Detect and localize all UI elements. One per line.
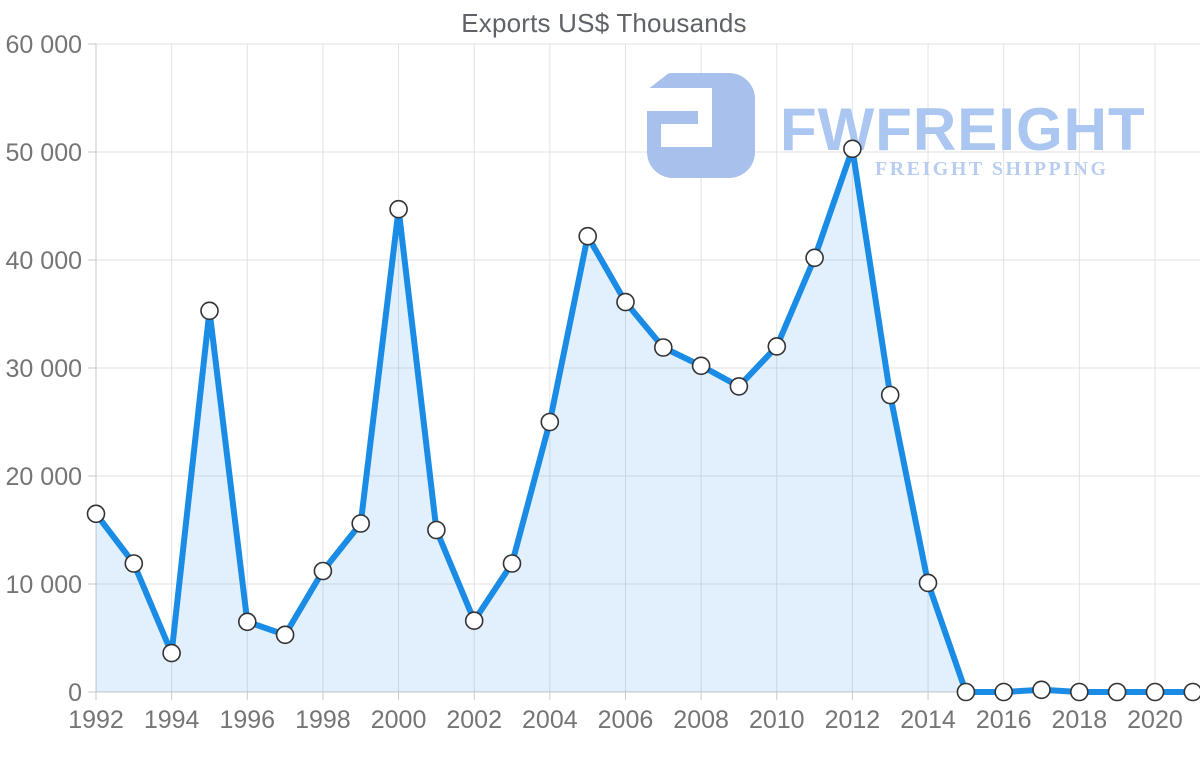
data-point-2019[interactable] bbox=[1109, 684, 1126, 701]
data-point-2006[interactable] bbox=[617, 294, 634, 311]
data-point-1992[interactable] bbox=[88, 505, 105, 522]
data-point-2021[interactable] bbox=[1184, 684, 1200, 701]
data-point-2009[interactable] bbox=[730, 378, 747, 395]
chart-container: 010 00020 00030 00040 00050 00060 000199… bbox=[0, 0, 1200, 763]
data-point-2007[interactable] bbox=[655, 339, 672, 356]
data-point-2015[interactable] bbox=[957, 684, 974, 701]
data-point-1996[interactable] bbox=[239, 613, 256, 630]
data-point-2002[interactable] bbox=[466, 612, 483, 629]
data-point-1998[interactable] bbox=[314, 563, 331, 580]
data-point-2004[interactable] bbox=[541, 414, 558, 431]
data-point-1999[interactable] bbox=[352, 515, 369, 532]
data-point-2016[interactable] bbox=[995, 684, 1012, 701]
chart-series-layer bbox=[0, 0, 1200, 763]
data-point-2013[interactable] bbox=[882, 387, 899, 404]
data-point-2018[interactable] bbox=[1071, 684, 1088, 701]
data-point-1997[interactable] bbox=[277, 626, 294, 643]
data-point-2005[interactable] bbox=[579, 228, 596, 245]
data-point-1993[interactable] bbox=[125, 555, 142, 572]
data-point-2012[interactable] bbox=[844, 140, 861, 157]
data-point-2001[interactable] bbox=[428, 522, 445, 539]
data-point-1994[interactable] bbox=[163, 645, 180, 662]
data-point-2017[interactable] bbox=[1033, 681, 1050, 698]
data-point-2003[interactable] bbox=[504, 555, 521, 572]
series-area-fill bbox=[96, 149, 1193, 692]
data-point-2011[interactable] bbox=[806, 249, 823, 266]
data-point-1995[interactable] bbox=[201, 302, 218, 319]
data-point-2000[interactable] bbox=[390, 201, 407, 218]
data-point-2010[interactable] bbox=[768, 338, 785, 355]
data-point-2020[interactable] bbox=[1147, 684, 1164, 701]
data-point-2014[interactable] bbox=[920, 574, 937, 591]
data-point-2008[interactable] bbox=[693, 357, 710, 374]
